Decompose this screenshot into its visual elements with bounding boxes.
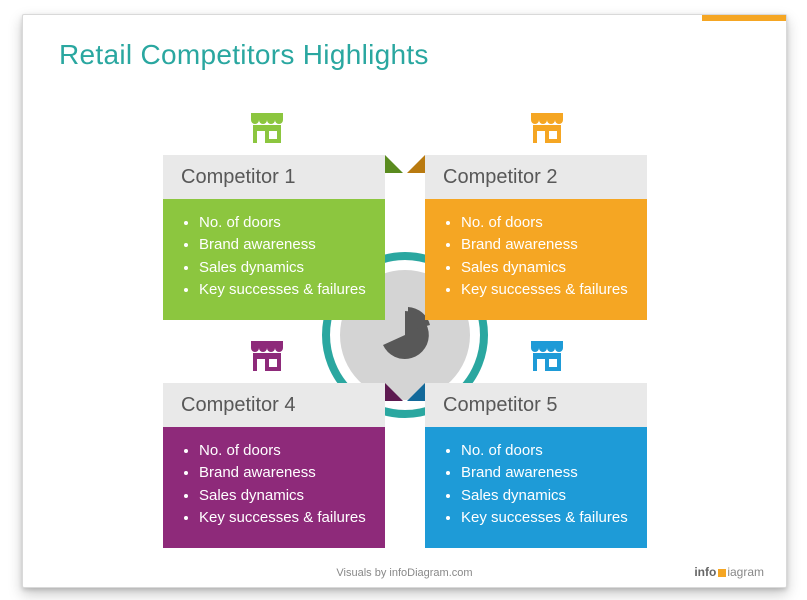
bullet-list: No. of doorsBrand awareness Sales dynamic… bbox=[443, 213, 629, 300]
card-body: No. of doorsBrand awareness Sales dynamic… bbox=[425, 199, 647, 320]
card-header: Competitor 1 bbox=[163, 155, 385, 199]
bullet-item: Key successes & failures bbox=[461, 508, 629, 528]
bullet-item: Sales dynamics bbox=[199, 486, 367, 506]
card-body: No. of doorsBrand awareness Sales dynamic… bbox=[425, 427, 647, 548]
bullet-item: Key successes & failures bbox=[199, 280, 367, 300]
bullet-item: No. of doors bbox=[199, 213, 367, 233]
card-header: Competitor 4 bbox=[163, 383, 385, 427]
bullet-item: No. of doors bbox=[461, 441, 629, 461]
bullet-item: Sales dynamics bbox=[199, 258, 367, 278]
card-title: Competitor 5 bbox=[443, 394, 558, 417]
page: Retail Competitors Highlights Visuals by… bbox=[0, 0, 807, 600]
card-fold bbox=[407, 155, 425, 173]
bullet-item: Brand awareness bbox=[461, 235, 629, 255]
competitor-card: Competitor 2 No. of doorsBrand awareness S… bbox=[425, 155, 647, 320]
bullet-item: No. of doors bbox=[461, 213, 629, 233]
bullet-list: No. of doorsBrand awareness Sales dynamic… bbox=[181, 441, 367, 528]
bullet-list: No. of doorsBrand awareness Sales dynamic… bbox=[443, 441, 629, 528]
card-title: Competitor 1 bbox=[181, 166, 296, 189]
competitor-card: Competitor 1 No. of doorsBrand awareness S… bbox=[163, 155, 385, 320]
bullet-item: Key successes & failures bbox=[461, 280, 629, 300]
brand-prefix: info bbox=[694, 565, 716, 579]
bullet-list: No. of doorsBrand awareness Sales dynamic… bbox=[181, 213, 367, 300]
card-fold bbox=[385, 155, 403, 173]
store-icon bbox=[243, 331, 291, 384]
store-icon bbox=[243, 103, 291, 156]
card-header: Competitor 2 bbox=[425, 155, 647, 199]
competitor-card: Competitor 5 No. of doorsBrand awareness S… bbox=[425, 383, 647, 548]
brand-dot bbox=[718, 569, 726, 577]
bullet-item: Key successes & failures bbox=[199, 508, 367, 528]
bullet-item: Sales dynamics bbox=[461, 258, 629, 278]
bullet-item: Brand awareness bbox=[461, 463, 629, 483]
bullet-item: Brand awareness bbox=[199, 463, 367, 483]
card-body: No. of doorsBrand awareness Sales dynamic… bbox=[163, 199, 385, 320]
card-body: No. of doorsBrand awareness Sales dynamic… bbox=[163, 427, 385, 548]
store-icon bbox=[523, 331, 571, 384]
card-title: Competitor 2 bbox=[443, 166, 558, 189]
bullet-item: Brand awareness bbox=[199, 235, 367, 255]
bullet-item: Sales dynamics bbox=[461, 486, 629, 506]
brand-suffix: iagram bbox=[727, 565, 764, 579]
bullet-item: No. of doors bbox=[199, 441, 367, 461]
footer-text: Visuals by infoDiagram.com bbox=[23, 567, 786, 579]
competitor-card: Competitor 4 No. of doorsBrand awareness S… bbox=[163, 383, 385, 548]
card-title: Competitor 4 bbox=[181, 394, 296, 417]
slide-title: Retail Competitors Highlights bbox=[59, 39, 429, 71]
store-icon bbox=[523, 103, 571, 156]
card-header: Competitor 5 bbox=[425, 383, 647, 427]
brand-logo: info iagram bbox=[694, 565, 764, 579]
slide: Retail Competitors Highlights Visuals by… bbox=[22, 14, 787, 588]
accent-bar bbox=[702, 15, 786, 21]
